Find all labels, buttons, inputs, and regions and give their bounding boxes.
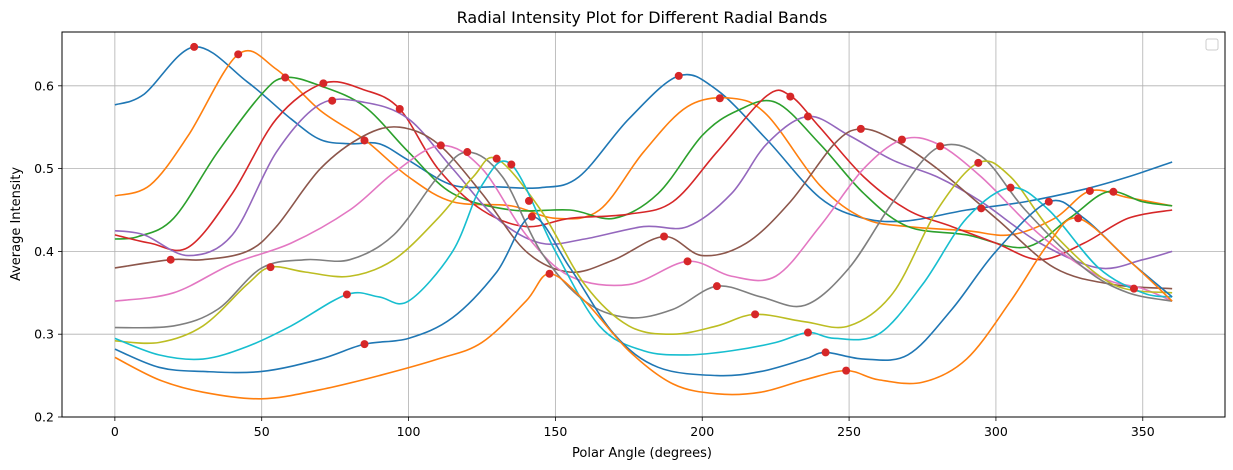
peak-marker [974,158,983,167]
peak-marker [1109,187,1118,196]
peak-marker [1129,284,1138,293]
x-tick-label: 0 [111,424,119,439]
peak-marker [660,232,669,241]
y-tick-label: 0.2 [34,410,54,425]
plot-frame [61,31,1226,418]
x-tick-label: 250 [837,424,861,439]
peak-marker [266,263,275,272]
peak-marker [360,136,369,145]
legend-box [1205,38,1219,51]
y-axis-ticks: 0.2 0.3 0.4 0.5 0.6 [34,78,62,425]
peak-marker [1074,214,1083,223]
x-tick-label: 100 [397,424,421,439]
peak-marker [683,257,692,266]
series-line-5 [114,98,1173,270]
series-line-10 [114,160,1173,361]
peak-marker [319,79,328,88]
series-line-2 [114,49,1173,237]
peak-marker [856,124,865,133]
peak-marker [803,328,812,337]
legend-frame [1205,38,1219,51]
x-tick-label: 150 [543,424,567,439]
peak-marker [436,141,445,150]
y-tick-label: 0.6 [34,78,54,93]
peak-marker [842,366,851,375]
peak-marker [524,196,533,205]
peak-marker [492,154,501,163]
peak-marker [1044,197,1053,206]
peak-marker [190,42,199,51]
series-line-1 [114,46,1173,223]
peak-marker [328,96,337,105]
series-line-7 [114,136,1173,302]
series-line-11 [114,199,1173,377]
series-line-12 [114,217,1173,400]
x-axis-label: Polar Angle (degrees) [572,446,712,461]
peak-marker [507,160,516,169]
y-tick-label: 0.5 [34,161,54,176]
peak-marker [936,142,945,151]
peak-marker [545,269,554,278]
x-tick-label: 300 [984,424,1008,439]
y-tick-label: 0.4 [34,244,54,259]
peak-marker [395,105,404,113]
x-tick-label: 350 [1131,424,1155,439]
peak-marker [281,73,290,82]
series-line-8 [114,143,1173,329]
x-tick-label: 200 [690,424,714,439]
peak-marker [786,92,795,101]
peak-marker [234,50,243,59]
peak-marker [463,148,472,157]
chart-title: Radial Intensity Plot for Different Radi… [457,8,828,27]
series-line-4 [114,80,1173,261]
peak-marker [360,340,369,349]
peak-marker [527,212,536,221]
peak-marker [1085,186,1094,195]
peak-marker [342,290,351,299]
peak-marker [751,310,760,319]
peak-marker [712,282,721,291]
series-line-3 [114,76,1173,249]
x-axis-ticks: 0 50 100 150 200 250 300 350 [111,417,1155,439]
y-axis-label: Average Intensity [9,167,24,281]
peak-marker [674,71,683,80]
peak-marker [166,255,175,264]
x-tick-label: 50 [254,424,270,439]
series-line-6 [114,126,1173,290]
peak-marker [1006,183,1015,192]
peak-marker [821,348,830,357]
series-layer [114,46,1173,400]
peak-marker [803,112,812,121]
peak-markers [166,42,1138,375]
peak-marker [715,94,724,103]
y-tick-label: 0.3 [34,327,54,342]
peak-marker [977,204,986,213]
peak-marker [897,135,906,144]
